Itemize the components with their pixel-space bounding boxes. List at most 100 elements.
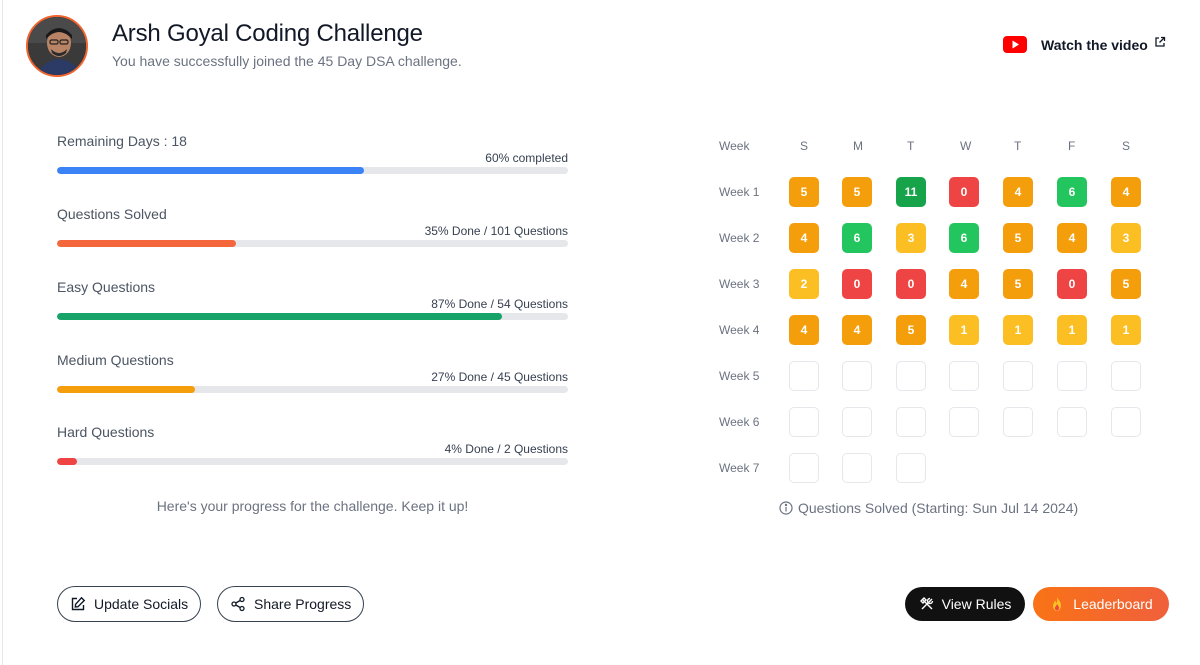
calendar-day-cell: 3	[1111, 223, 1141, 253]
progress-track	[57, 240, 568, 247]
progress-note: Here's your progress for the challenge. …	[156, 498, 469, 514]
calendar-day-cell: 5	[1003, 269, 1033, 299]
view-rules-label: View Rules	[941, 596, 1012, 612]
calendar-day-header: T	[907, 139, 915, 153]
calendar-day-cell	[842, 453, 872, 483]
share-icon	[231, 596, 245, 612]
update-socials-button[interactable]: Update Socials	[57, 586, 202, 622]
calendar-day-cell	[949, 361, 979, 391]
calendar-day-cell	[949, 407, 979, 437]
calendar-week-label: Week 6	[719, 415, 760, 429]
calendar-day-header: S	[1122, 139, 1131, 153]
info-icon	[779, 501, 793, 515]
calendar-day-cell: 5	[789, 177, 819, 207]
calendar-day-cell	[1111, 361, 1141, 391]
calendar-day-cell: 4	[789, 223, 819, 253]
progress-track	[57, 167, 568, 174]
progress-remaining-days: Remaining Days : 18 60% completed	[57, 133, 568, 177]
calendar-day-cell: 3	[896, 223, 926, 253]
leaderboard-button[interactable]: Leaderboard	[1033, 587, 1169, 621]
view-rules-button[interactable]: View Rules	[905, 587, 1025, 621]
update-socials-label: Update Socials	[94, 596, 189, 612]
calendar-day-cell: 4	[842, 315, 872, 345]
calendar-week-label: Week 4	[719, 323, 760, 337]
calendar-day-cell: 4	[1057, 223, 1087, 253]
progress-fill	[57, 313, 502, 320]
calendar-day-cell	[1111, 407, 1141, 437]
progress-hard-questions: Hard Questions 4% Done / 2 Questions	[57, 424, 568, 468]
left-border	[2, 0, 3, 665]
progress-label: Hard Questions	[57, 424, 155, 440]
calendar-day-cell: 6	[949, 223, 979, 253]
calendar-day-header: S	[800, 139, 809, 153]
progress-fill	[57, 240, 236, 247]
progress-track	[57, 458, 568, 465]
calendar-day-cell	[896, 407, 926, 437]
calendar-day-cell	[842, 361, 872, 391]
progress-stat: 35% Done / 101 Questions	[424, 224, 568, 238]
calendar-day-cell: 5	[1111, 269, 1141, 299]
progress-fill	[57, 458, 78, 465]
calendar-day-header: F	[1068, 139, 1076, 153]
progress-label: Easy Questions	[57, 279, 156, 295]
progress-label: Medium Questions	[57, 352, 174, 368]
progress-fill	[57, 167, 364, 174]
watch-video-link[interactable]: Watch the video	[1041, 37, 1148, 53]
calendar-day-cell	[789, 407, 819, 437]
share-progress-button[interactable]: Share Progress	[217, 586, 365, 622]
calendar-day-cell: 0	[949, 177, 979, 207]
edit-icon	[71, 596, 86, 611]
progress-stat: 60% completed	[485, 151, 568, 165]
calendar-day-cell: 4	[1111, 177, 1141, 207]
calendar-day-cell	[1003, 361, 1033, 391]
calendar-day-cell: 0	[1057, 269, 1087, 299]
calendar-corner-label: Week	[719, 139, 750, 153]
progress-label: Remaining Days : 18	[57, 133, 187, 149]
progress-stat: 4% Done / 2 Questions	[444, 442, 568, 456]
calendar-day-cell: 1	[1003, 315, 1033, 345]
avatar	[26, 15, 88, 77]
calendar-day-cell: 6	[842, 223, 872, 253]
calendar-day-cell: 5	[1003, 223, 1033, 253]
calendar-day-cell: 11	[896, 177, 926, 207]
progress-medium-questions: Medium Questions 27% Done / 45 Questions	[57, 352, 568, 396]
share-progress-label: Share Progress	[254, 596, 352, 612]
calendar-week-label: Week 2	[719, 231, 760, 245]
progress-track	[57, 313, 568, 320]
calendar-day-cell	[1057, 361, 1087, 391]
leaderboard-label: Leaderboard	[1073, 596, 1153, 612]
calendar-day-cell: 2	[789, 269, 819, 299]
calendar-week-label: Week 1	[719, 185, 760, 199]
page-subtitle: You have successfully joined the 45 Day …	[112, 53, 462, 69]
calendar-day-cell	[896, 453, 926, 483]
calendar-day-cell: 4	[1003, 177, 1033, 207]
calendar-day-cell	[1057, 407, 1087, 437]
calendar-day-cell	[789, 453, 819, 483]
calendar-day-cell	[896, 361, 926, 391]
calendar-day-cell: 6	[1057, 177, 1087, 207]
progress-questions-solved: Questions Solved 35% Done / 101 Question…	[57, 206, 568, 250]
calendar-week-label: Week 5	[719, 369, 760, 383]
calendar-day-cell	[789, 361, 819, 391]
calendar-day-header: M	[853, 139, 863, 153]
calendar-day-cell: 1	[1111, 315, 1141, 345]
external-link-icon[interactable]	[1154, 36, 1166, 48]
progress-label: Questions Solved	[57, 206, 167, 222]
fire-icon	[1053, 597, 1062, 611]
progress-fill	[57, 386, 195, 393]
calendar-day-cell: 4	[789, 315, 819, 345]
calendar-day-cell: 0	[842, 269, 872, 299]
progress-track	[57, 386, 568, 393]
calendar-day-cell: 5	[842, 177, 872, 207]
calendar-week-label: Week 7	[719, 461, 760, 475]
calendar-day-cell: 1	[949, 315, 979, 345]
youtube-icon[interactable]	[1003, 36, 1027, 53]
calendar-day-cell: 1	[1057, 315, 1087, 345]
page-title: Arsh Goyal Coding Challenge	[112, 20, 423, 47]
progress-easy-questions: Easy Questions 87% Done / 54 Questions	[57, 279, 568, 323]
calendar-day-cell	[1003, 407, 1033, 437]
calendar-day-cell: 0	[896, 269, 926, 299]
calendar-note: Questions Solved (Starting: Sun Jul 14 2…	[779, 500, 1078, 516]
calendar-week-label: Week 3	[719, 277, 760, 291]
calendar-day-cell	[842, 407, 872, 437]
